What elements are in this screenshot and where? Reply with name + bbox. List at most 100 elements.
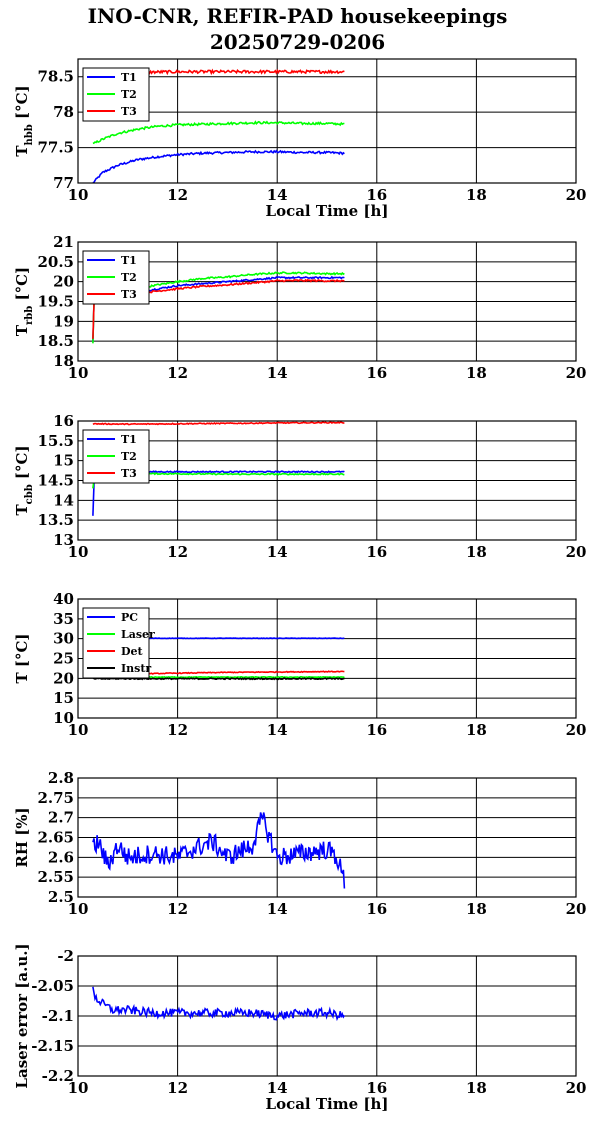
y-axis-label: Thbb [°C] bbox=[13, 85, 35, 156]
chart-panel-5: 2.5 2.55 2.62.65 2.7 2.75 2.8 10 12 14 16 18 20 RH [… bbox=[13, 769, 586, 918]
y-tick-label: 15 bbox=[53, 452, 74, 470]
y-tick-label: 20 bbox=[53, 669, 74, 687]
plot-frame bbox=[77, 420, 577, 541]
y-tick-label: 13.5 bbox=[37, 511, 74, 529]
legend-label: Instr bbox=[121, 662, 151, 675]
x-tick-label: 12 bbox=[167, 186, 188, 204]
x-tick-label: 20 bbox=[566, 543, 587, 561]
y-axis-label: Tcbb [°C] bbox=[13, 445, 35, 515]
plot-frame bbox=[77, 598, 577, 719]
y-tick-label: 10 bbox=[53, 709, 74, 727]
legend: T1 T2 T3 bbox=[82, 429, 150, 484]
y-tick-label: 20.5 bbox=[37, 253, 74, 271]
x-tick-label: 10 bbox=[68, 543, 89, 561]
x-tick-label: 10 bbox=[68, 721, 89, 739]
x-tick-label: 14 bbox=[267, 1079, 288, 1097]
y-tick-label: 2.8 bbox=[48, 769, 74, 787]
legend-label: T1 bbox=[121, 433, 137, 446]
y-tick-label: 13 bbox=[53, 531, 74, 549]
y-tick-label: 78 bbox=[53, 103, 74, 121]
legend: T1 T2 T3 bbox=[82, 67, 150, 122]
y-tick-label: 2.55 bbox=[37, 868, 74, 886]
y-tick-label: 14 bbox=[53, 491, 74, 509]
x-tick-label: 14 bbox=[267, 900, 288, 918]
x-tick-label: 16 bbox=[366, 721, 387, 739]
plot-frame bbox=[77, 241, 577, 362]
y-tick-label: 14.5 bbox=[37, 472, 74, 490]
x-tick-label: 16 bbox=[366, 186, 387, 204]
x-tick-label: 12 bbox=[167, 364, 188, 382]
y-axis-label: Trbb [°C] bbox=[13, 267, 35, 336]
chart-title-line1: INO-CNR, REFIR-PAD housekeepings bbox=[87, 4, 508, 28]
x-axis-label: Local Time [h] bbox=[266, 1095, 389, 1113]
y-tick-label: -2.2 bbox=[42, 1067, 74, 1085]
y-tick-label: 18 bbox=[53, 352, 74, 370]
y-axis-label: T [°C] bbox=[13, 633, 31, 683]
y-tick-label: 30 bbox=[53, 630, 74, 648]
x-tick-label: 10 bbox=[68, 364, 89, 382]
y-tick-label: -2 bbox=[57, 947, 74, 965]
y-tick-label: 19.5 bbox=[37, 293, 74, 311]
series-line-data bbox=[92, 986, 346, 1022]
y-tick-label: 16 bbox=[53, 412, 74, 430]
x-tick-label: 18 bbox=[466, 900, 487, 918]
series-line-instr bbox=[92, 677, 345, 681]
y-tick-label: 15.5 bbox=[37, 432, 74, 450]
legend: T1 T2 T3 bbox=[82, 250, 150, 305]
x-tick-label: 12 bbox=[167, 900, 188, 918]
y-axis-label: RH [%] bbox=[13, 807, 31, 867]
legend: PC Laser Det Instr bbox=[82, 607, 155, 679]
chart-title-line2: 20250729-0206 bbox=[209, 30, 386, 54]
y-tick-label: 2.75 bbox=[37, 789, 74, 807]
x-tick-label: 12 bbox=[167, 543, 188, 561]
y-tick-label: -2.05 bbox=[31, 977, 74, 995]
legend-label: T1 bbox=[121, 71, 137, 84]
y-tick-label: 19 bbox=[53, 312, 74, 330]
x-tick-label: 20 bbox=[566, 186, 587, 204]
series-line-data bbox=[92, 812, 346, 889]
y-tick-label: 21 bbox=[53, 233, 74, 251]
legend-label: T3 bbox=[121, 105, 137, 118]
y-tick-label: 15 bbox=[53, 689, 74, 707]
y-tick-label: 18.5 bbox=[37, 332, 74, 350]
x-tick-label: 14 bbox=[267, 364, 288, 382]
x-tick-label: 10 bbox=[68, 900, 89, 918]
y-tick-label: 2.6 bbox=[48, 848, 74, 866]
x-tick-label: 18 bbox=[466, 364, 487, 382]
y-tick-label: 77 bbox=[53, 174, 74, 192]
y-tick-label: 78.5 bbox=[37, 68, 74, 86]
x-tick-label: 16 bbox=[366, 364, 387, 382]
legend-label: PC bbox=[121, 611, 138, 624]
legend-box bbox=[82, 607, 150, 679]
x-tick-label: 20 bbox=[566, 364, 587, 382]
y-tick-label: 25 bbox=[53, 650, 74, 668]
x-tick-label: 20 bbox=[566, 900, 587, 918]
x-tick-label: 16 bbox=[366, 900, 387, 918]
x-tick-label: 16 bbox=[366, 543, 387, 561]
chart-panel-1: 77 77.5 78 78.5 10 12 14 16 18 20 Local Time [h] Th… bbox=[13, 58, 587, 220]
legend-label: T2 bbox=[121, 88, 137, 101]
legend-label: Det bbox=[121, 645, 144, 658]
series-line-t1 bbox=[92, 149, 345, 184]
legend-label: T1 bbox=[121, 254, 137, 267]
x-tick-label: 10 bbox=[68, 1079, 89, 1097]
y-tick-label: 2.5 bbox=[48, 888, 74, 906]
x-tick-label: 20 bbox=[566, 721, 587, 739]
x-tick-label: 16 bbox=[366, 1079, 387, 1097]
x-tick-label: 12 bbox=[167, 721, 188, 739]
series-line-t3 bbox=[92, 421, 345, 426]
y-tick-label: -2.15 bbox=[31, 1037, 74, 1055]
legend-label: T3 bbox=[121, 467, 137, 480]
series-line-t2 bbox=[92, 120, 345, 145]
plot-frame bbox=[77, 955, 577, 1077]
legend-label: T2 bbox=[121, 271, 137, 284]
y-tick-label: 40 bbox=[53, 590, 74, 608]
x-tick-label: 18 bbox=[466, 543, 487, 561]
x-tick-label: 12 bbox=[167, 1079, 188, 1097]
x-tick-label: 14 bbox=[267, 543, 288, 561]
x-tick-label: 18 bbox=[466, 721, 487, 739]
legend-label: T3 bbox=[121, 288, 137, 301]
